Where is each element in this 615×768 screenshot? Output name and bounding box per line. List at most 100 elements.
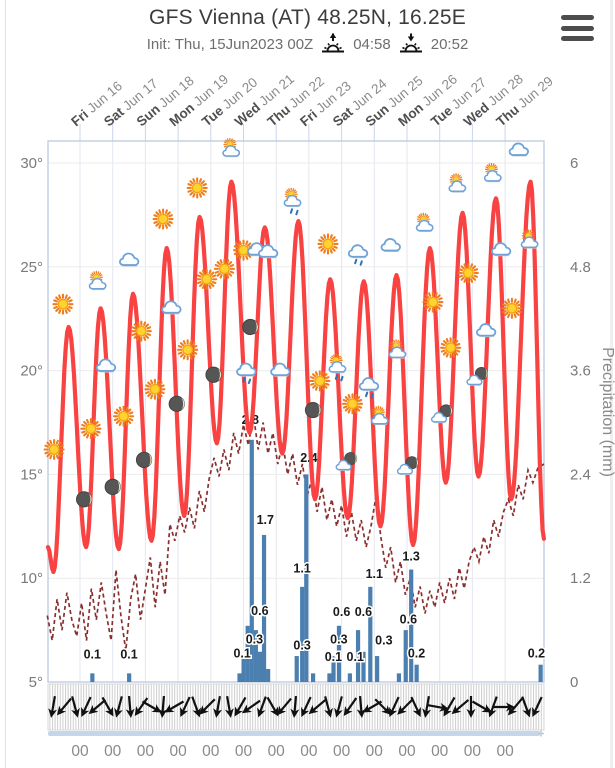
precip-value-label: 0.1 [84,647,101,661]
precip-bar [396,673,402,682]
menu-icon[interactable] [561,15,594,41]
menu-bar [561,15,594,20]
precip-bar [90,673,95,682]
wind-arrow [443,696,456,717]
wind-arrow [532,696,543,717]
wind-arrow [324,696,333,718]
init-label: Init: Thu, 15Jun2023 00Z [146,35,314,53]
precip-bar [249,439,254,682]
precip-bar [375,656,380,682]
wind-arrow [451,699,470,715]
wind-arrow [276,697,292,716]
sun-cloud-rain-icon [329,354,345,380]
sunrise-time: 04:58 [353,35,391,53]
precip-bar [347,673,352,682]
wind-arrow [158,695,168,718]
wind-arrow [410,696,421,717]
init-line: Init: Thu, 15Jun2023 00Z 04:58 20:52 [0,32,615,56]
precip-bar [403,630,408,682]
precip-bar [241,656,246,682]
sun-icon [196,268,218,290]
precip-tick-label: 2.4 [570,466,591,483]
sun-icon [152,208,174,230]
temperature-line [45,179,547,575]
precipitation-bars: 0.1 0.1 0.10.30.62.81.70.31.12.40.10.30.60… [82,411,547,682]
precip-bar [261,534,267,682]
precip-bar [245,625,250,682]
sun-cloud-icon [90,271,106,290]
sun-icon [440,337,462,359]
sun-icon [309,370,331,392]
precip-value-label: 0.1 [347,650,364,664]
sunrise-icon [322,33,345,53]
moon-icon [205,366,222,383]
wind-arrow [48,695,58,718]
precip-bar [538,664,543,682]
wind-arrow [71,696,80,718]
page-title: GFS Vienna (AT) 48.25N, 16.25E [149,6,466,29]
wind-arrow [125,695,135,718]
precip-value-label: 1.1 [293,562,310,576]
sun-icon [186,177,208,199]
cloud-icon [510,143,529,156]
precip-bar [237,673,242,682]
precip-value-label: 0.3 [246,633,263,647]
time-scrollbar[interactable] [48,730,544,737]
cloud-icon [492,243,511,256]
sun-icon [52,293,74,315]
precip-tick-label: 4.8 [570,259,591,276]
sun-icon [457,262,479,284]
cloud-icon [477,324,496,337]
precip-tick-label: 0 [570,674,578,691]
sun-icon [422,291,444,313]
precip-value-label: 0.6 [251,604,268,618]
precip-value-label: 0.1 [325,650,342,664]
hour-tick-label: 00 [300,743,318,760]
wind-arrow [466,696,476,718]
precip-value-label: 0.6 [333,605,350,619]
sun-icon [43,438,65,461]
wind-arrow [488,696,498,718]
sun-icon [113,405,135,427]
sun-icon [213,258,235,280]
time-axis-labels: 00 00 00 00 00 00 00 00 00 00 00 00 00 00 [71,743,514,760]
temp-tick-label: 30° [20,155,43,172]
precip-value-label: 1.1 [366,567,383,581]
hour-tick-label: 00 [464,743,482,760]
precip-bar [336,625,342,682]
sun-cloud-rain-icon [284,188,300,214]
wind-arrow [266,696,279,717]
hour-tick-label: 00 [398,743,416,760]
hour-tick-label: 00 [268,743,286,760]
wind-arrow [180,696,191,717]
precip-value-label: 0.6 [355,605,372,619]
wind-arrow [389,696,400,717]
precip-tick-label: 6 [570,155,578,172]
temp-tick-label: 10° [20,570,43,587]
wind-arrow [241,699,261,714]
menu-bar [561,25,594,31]
wind-arrow [141,700,162,713]
precip-bar [327,673,332,682]
precip-value-label: 0.6 [400,613,417,627]
sun-cloud-icon [449,174,465,193]
precip-bar [409,569,414,682]
wind-arrow [81,696,92,717]
hour-tick-label: 00 [202,743,220,760]
wind-arrow [114,696,123,718]
cloud-icon [382,239,401,252]
hour-tick-label: 00 [333,743,351,760]
sun-icon [144,378,166,400]
grid-lines [48,124,544,682]
hour-tick-label: 00 [366,743,384,760]
dew-point-line [46,414,545,652]
temperature-curve [45,179,547,575]
precip-value-label: 0.1 [120,647,137,661]
moon-icon [104,478,121,495]
precip-bar [300,586,305,682]
cloud-rain-icon [349,245,368,265]
wind-arrow [213,695,223,718]
